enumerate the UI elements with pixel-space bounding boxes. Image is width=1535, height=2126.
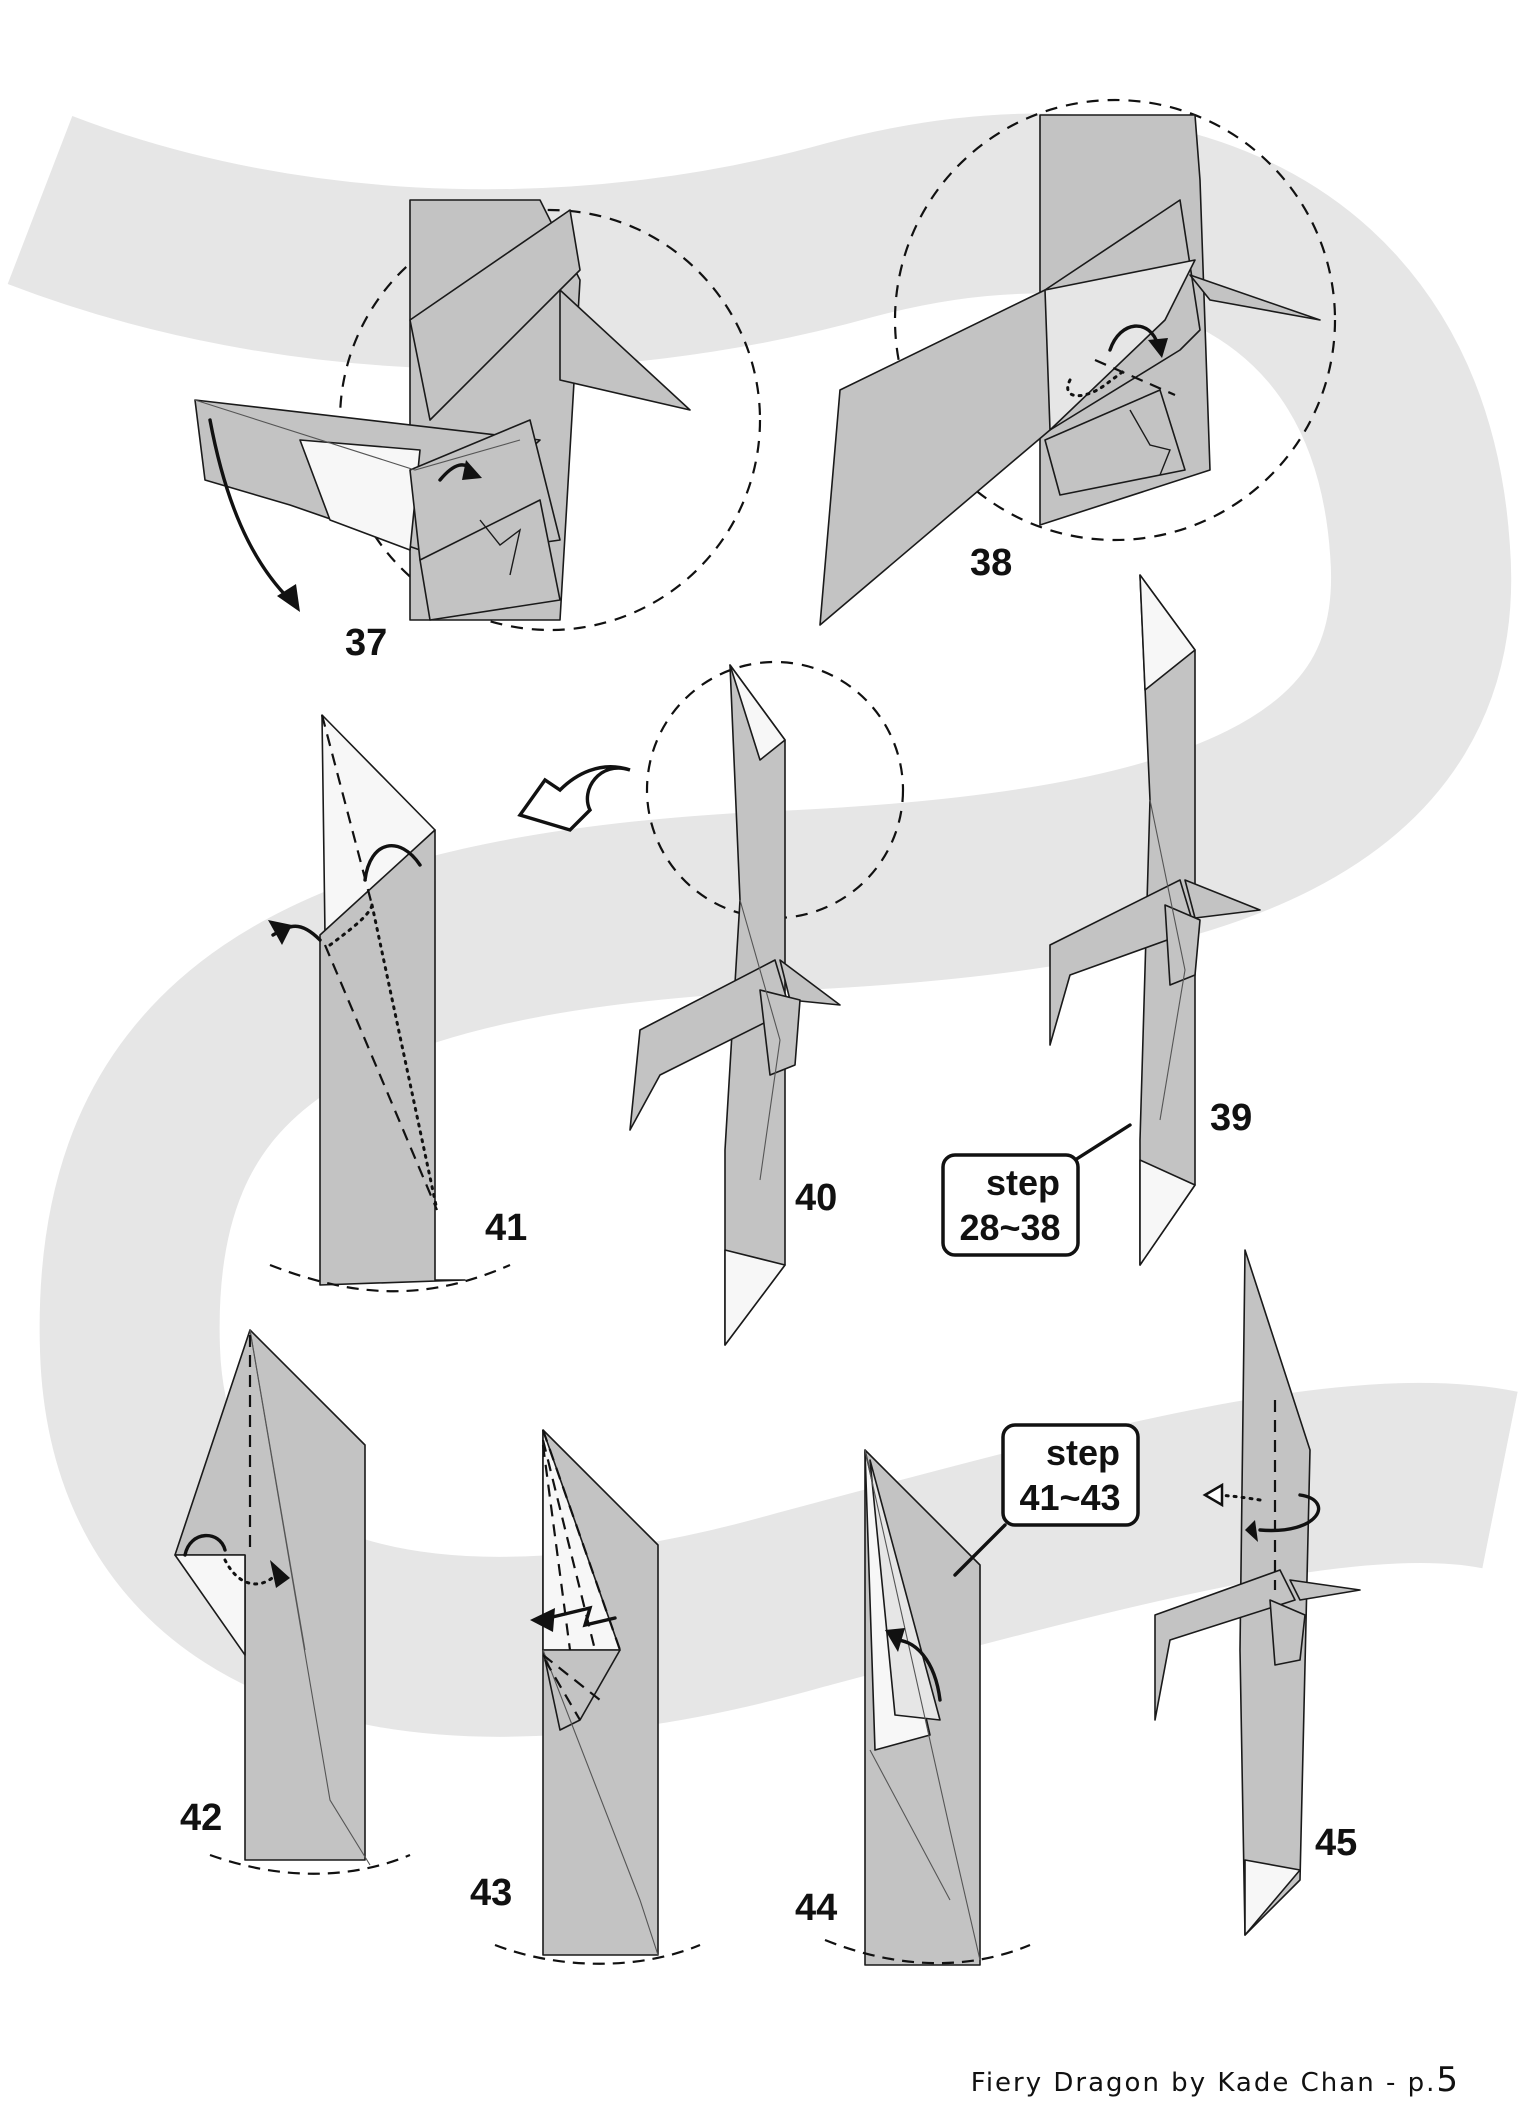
step-39-label: 39 xyxy=(1210,1097,1252,1139)
background-swirl-band xyxy=(7,113,1518,1737)
step-40-figure xyxy=(629,660,905,1346)
step-41-figure xyxy=(268,714,511,1293)
svg-text:step: step xyxy=(1046,1432,1120,1473)
step-40-label: 40 xyxy=(795,1177,837,1219)
footer-credit: Fiery Dragon by Kade Chan - p. xyxy=(970,2068,1437,2098)
page-number: 5 xyxy=(1436,2060,1460,2100)
step-42-figure xyxy=(174,1329,411,1875)
callout-repeat-28-38: step 28~38 xyxy=(941,1123,1132,1257)
step-45-label: 45 xyxy=(1315,1822,1357,1864)
step-38-label: 38 xyxy=(970,542,1012,584)
step-44-label: 44 xyxy=(795,1887,837,1929)
turn-over-arrow-icon xyxy=(517,765,631,832)
step-38-figure xyxy=(819,98,1337,626)
svg-text:41~43: 41~43 xyxy=(1019,1477,1120,1518)
step-44-figure xyxy=(824,1449,1031,1966)
turn-over-arrow xyxy=(517,765,631,832)
svg-text:step: step xyxy=(986,1162,1060,1203)
step-38-view-circle xyxy=(893,98,1337,542)
step-37-label: 37 xyxy=(345,622,387,664)
svg-text:28~38: 28~38 xyxy=(959,1207,1060,1248)
step-37-figure xyxy=(194,199,762,632)
step-45-figure xyxy=(1154,1249,1361,1936)
step-41-label: 41 xyxy=(485,1207,527,1249)
page-footer: Fiery Dragon by Kade Chan - p.5 xyxy=(971,2060,1460,2100)
step-43-label: 43 xyxy=(470,1872,512,1914)
callout-repeat-41-43: step 41~43 xyxy=(953,1423,1140,1577)
step-39-figure xyxy=(1049,574,1261,1266)
step-43-figure xyxy=(494,1429,701,1965)
step-42-label: 42 xyxy=(180,1797,222,1839)
